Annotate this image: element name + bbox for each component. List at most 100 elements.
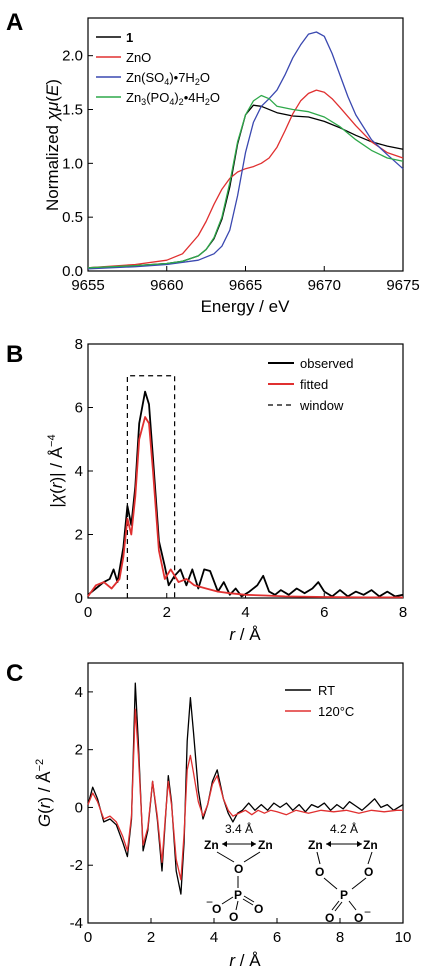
panel-a-xtick-label: 9655 <box>71 277 104 294</box>
bond-a4 <box>221 896 234 905</box>
legend-label-window: window <box>299 398 344 413</box>
panel-b-ytick-label: 2 <box>75 527 83 544</box>
minus-b: − <box>364 905 371 919</box>
panel-c-series-line <box>87 708 403 881</box>
distance-label-3-4: 3.4 Å <box>225 821 253 836</box>
panel-c-xtick-label: 8 <box>336 929 344 946</box>
panel-b-legend: observed fitted window <box>268 356 353 413</box>
bond-a5 <box>235 900 239 911</box>
legend-label-rt: RT <box>318 683 335 698</box>
legend-label-120c: 120°C <box>318 704 354 719</box>
legend-label-fitted: fitted <box>300 377 328 392</box>
panel-a-series-line <box>87 94 404 269</box>
legend-label-zn3po4: Zn3(PO4)2•4H2O <box>126 90 220 107</box>
o-a-right: O <box>254 902 263 916</box>
panel-b-xlabel: r / Å <box>229 625 261 644</box>
panel-a-ylabel: Normalized χμ(E) <box>43 79 62 211</box>
zn-left-a: Zn <box>204 838 219 852</box>
panel-c-xtick-label: 2 <box>147 929 155 946</box>
zn-left-b: Zn <box>308 838 323 852</box>
panel-a-xlabel: Energy / eV <box>201 297 290 316</box>
panel-c-xlabel: r / Å <box>229 951 261 970</box>
panel-c-ytick-label: 2 <box>75 742 83 759</box>
panel-b-ytick-label: 6 <box>75 400 83 417</box>
panel-a-xtick-label: 9665 <box>229 277 262 294</box>
bond-a6a <box>243 895 255 903</box>
bond-b5a <box>331 900 340 911</box>
panel-a-ytick-label: 1.5 <box>62 102 83 119</box>
panel-b-ytick-label: 0 <box>75 590 83 607</box>
panel-c-chart: 0 2 4 6 8 10 -4 -2 0 2 4 G(r) / Å−2 r / Å RT 120°C… <box>34 662 412 970</box>
panel-b-xtick-label: 2 <box>163 604 171 621</box>
panel-c-ytick-label: -4 <box>70 915 83 932</box>
bond-b3 <box>323 877 338 890</box>
o-b-bottom-left: O <box>325 911 334 925</box>
bond-a6b <box>242 898 254 906</box>
legend-label-znso4: Zn(SO4)•7H2O <box>126 70 210 87</box>
o-a-bottom: O <box>229 910 238 924</box>
o-b-left: O <box>315 865 324 879</box>
panel-c-ytick-label: 4 <box>75 684 83 701</box>
panel-b-series-line <box>87 390 404 598</box>
panel-c-label: C <box>6 660 23 687</box>
panel-a-series-line <box>87 89 404 269</box>
o-b-bottom-right: O <box>354 911 363 925</box>
panel-a-chart: 9655 9660 9665 9670 9675 0.0 0.5 1.0 1.5 2.0 Norm… <box>43 17 420 316</box>
panel-a-xtick-label: 9660 <box>150 277 183 294</box>
panel-c-frame <box>87 662 404 924</box>
zn-right-b: Zn <box>363 838 378 852</box>
bond-b4 <box>351 877 367 890</box>
legend-label-1: 1 <box>126 30 133 45</box>
bond-a1 <box>216 851 235 863</box>
o-a-left: O <box>212 902 221 916</box>
bond-a2 <box>243 851 261 863</box>
panel-a-series-line <box>87 31 404 270</box>
panel-c-legend: RT 120°C <box>285 683 354 719</box>
panel-b-chart: 0 2 4 6 8 0 2 4 6 8 |χ(r)| / Å−4 r / Å observed f… <box>46 336 407 644</box>
panel-a-ytick-label: 2.0 <box>62 48 83 65</box>
legend-label-observed: observed <box>300 356 353 371</box>
panel-a-xtick-label: 9670 <box>308 277 341 294</box>
panel-a-ytick-label: 0.0 <box>62 263 83 280</box>
panel-c-ytick-label: 0 <box>75 799 83 816</box>
panel-c-series-line <box>87 682 404 895</box>
p-b: P <box>340 888 348 902</box>
distance-label-4-2: 4.2 Å <box>330 821 358 836</box>
o-bridge-a: O <box>234 862 243 876</box>
bond-b2 <box>367 851 373 865</box>
panel-c-xtick-label: 0 <box>84 929 92 946</box>
panel-b-xtick-label: 0 <box>84 604 92 621</box>
panel-c-xtick-label: 6 <box>273 929 281 946</box>
legend-label-zno: ZnO <box>126 50 151 65</box>
panel-a-legend: 1 ZnO Zn(SO4)•7H2O Zn3(PO4)2•4H2O <box>96 30 220 107</box>
panel-b-frame <box>87 343 404 599</box>
panel-b-xtick-label: 6 <box>320 604 328 621</box>
panel-b-ytick-label: 4 <box>75 463 83 480</box>
panel-b-label: B <box>6 341 23 368</box>
panel-b-ylabel: |χ(r)| / Å−4 <box>46 434 66 507</box>
bond-b5b <box>334 901 343 912</box>
panel-a-ytick-label: 1.0 <box>62 155 83 172</box>
panel-c-ytick-label: -2 <box>70 857 83 874</box>
panel-b-xtick-label: 8 <box>399 604 407 621</box>
o-b-right: O <box>364 865 373 879</box>
panel-b-xtick-label: 4 <box>241 604 249 621</box>
panel-c-ylabel: G(r) / Å−2 <box>34 759 54 827</box>
panel-a-series-line <box>87 104 404 269</box>
panel-c-xtick-label: 4 <box>210 929 218 946</box>
panel-a-label: A <box>6 9 23 36</box>
structure-4-2-angstrom: 4.2 Å Zn Zn O O P O O − <box>308 821 378 925</box>
panel-a-xtick-label: 9675 <box>386 277 419 294</box>
structure-3-4-angstrom: 3.4 Å Zn Zn O P O − O O <box>204 821 273 924</box>
panel-b-series-line <box>87 416 403 599</box>
panel-a-ytick-label: 0.5 <box>62 209 83 226</box>
panel-b-ytick-label: 8 <box>75 336 83 353</box>
bond-b1 <box>316 851 321 865</box>
bond-b6 <box>348 900 357 911</box>
minus-a-left: − <box>206 895 213 909</box>
zn-right-a: Zn <box>258 838 273 852</box>
p-a: P <box>234 888 242 902</box>
panel-c-xtick-label: 10 <box>395 929 412 946</box>
fit-window <box>126 375 176 598</box>
